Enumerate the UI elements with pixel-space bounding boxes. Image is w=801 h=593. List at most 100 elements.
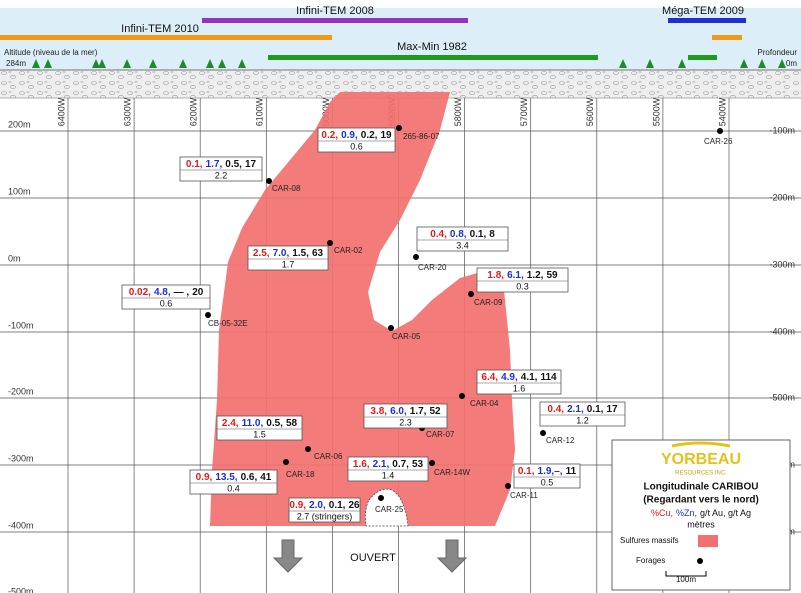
assay-value: 63 bbox=[312, 248, 324, 259]
legend-subtitle: (Regardant vers le nord) bbox=[643, 495, 759, 506]
easting-label: 5800W bbox=[453, 97, 463, 126]
assay-values: 1.8, 6.1, 1.2, 59 bbox=[487, 270, 558, 281]
tree bbox=[740, 59, 748, 68]
scale-label: 100m bbox=[676, 575, 696, 584]
stringer-zone bbox=[365, 488, 409, 527]
drillhole-name: CAR-08 bbox=[272, 184, 301, 193]
drillhole-name: CAR-18 bbox=[286, 470, 315, 479]
assay-value: 20 bbox=[192, 287, 204, 298]
survey-bar bbox=[202, 18, 468, 23]
tree bbox=[179, 59, 187, 68]
drillhole bbox=[283, 459, 289, 465]
assay-values: 0.1, 1.9,–, 11 bbox=[518, 466, 577, 477]
assay-thickness: 0.4 bbox=[227, 483, 240, 493]
altitude-value: 284m bbox=[6, 59, 26, 68]
depth-label: -300m bbox=[769, 259, 795, 269]
assay-value: 0.9, bbox=[196, 472, 213, 483]
legend-title: Longitudinale CARIBOU bbox=[644, 482, 759, 493]
drillhole bbox=[205, 312, 211, 318]
easting-label: 5700W bbox=[519, 97, 529, 126]
assay-thickness: 1.4 bbox=[382, 470, 395, 480]
drillhole bbox=[266, 178, 272, 184]
assay-value: 6.0, bbox=[390, 406, 407, 417]
survey-label: Max-Min 1982 bbox=[397, 41, 467, 53]
header: Infini-TEM 2008 Infini-TEM 2010 Méga-TEM 2… bbox=[0, 5, 797, 68]
assay-value: 0.1, bbox=[470, 229, 487, 240]
assay-thickness: 2.2 bbox=[215, 170, 228, 180]
assay-thickness: 1.2 bbox=[576, 415, 589, 425]
drillhole bbox=[378, 495, 384, 501]
logo-sub: RESOURCES INC. bbox=[675, 471, 727, 477]
drillhole-name: CAR-25 bbox=[375, 505, 404, 514]
legend-unit: g/t Au, g/t Ag bbox=[700, 508, 751, 518]
assay-thickness: 3.4 bbox=[456, 240, 469, 250]
assay-value: 58 bbox=[286, 418, 298, 429]
assay-value: 0.1, bbox=[186, 159, 203, 170]
legend-unit: %Cu, bbox=[651, 508, 673, 518]
assay-value: 17 bbox=[245, 159, 257, 170]
tree bbox=[92, 59, 100, 68]
assay-values: 0.02, 4.8, — , 20 bbox=[129, 287, 204, 298]
open-label: OUVERT bbox=[350, 552, 396, 564]
assay-value: 13.5, bbox=[215, 472, 237, 483]
assay-value: 41 bbox=[260, 472, 272, 483]
assay-value: 2.0, bbox=[309, 500, 326, 511]
tree bbox=[646, 59, 654, 68]
assay-value: 52 bbox=[429, 406, 441, 417]
survey-bar bbox=[268, 55, 598, 60]
assay-value: 11.0, bbox=[242, 418, 264, 429]
assay-box bbox=[363, 403, 448, 429]
assay-value: 1.8, bbox=[487, 270, 504, 281]
assay-value: 11 bbox=[566, 466, 577, 477]
assay-thickness: 1.7 bbox=[282, 259, 295, 269]
assay-value: 2.1, bbox=[373, 459, 390, 470]
elevation-label: 0m bbox=[8, 253, 21, 263]
tree bbox=[149, 59, 157, 68]
assay-value: 0.9, bbox=[341, 130, 358, 141]
assay-thickness: 2.7 (stringers) bbox=[297, 511, 353, 521]
assay-box bbox=[513, 463, 581, 489]
assay-value: 4.8, bbox=[154, 287, 171, 298]
logo: YORBEAU bbox=[661, 451, 741, 468]
assay-box bbox=[416, 226, 509, 252]
scale-bar bbox=[665, 571, 707, 577]
easting-label: 5600W bbox=[585, 97, 595, 126]
assay-values: 0.4, 2.1, 0.1, 17 bbox=[547, 404, 618, 415]
altitude-label: Altitude (niveau de la mer) bbox=[4, 48, 98, 57]
arrow-open bbox=[272, 539, 304, 573]
drillhole bbox=[396, 125, 402, 131]
easting-label: 6100W bbox=[255, 97, 265, 126]
assay-value: 1.5, bbox=[292, 248, 309, 259]
drillhole-name: CAR-14W bbox=[434, 468, 470, 477]
easting-label: 5400W bbox=[717, 97, 727, 126]
assay-value: 3.8, bbox=[370, 406, 387, 417]
assay-box bbox=[347, 456, 429, 482]
assay-value: 53 bbox=[412, 459, 424, 470]
legend-drillhole-dot bbox=[697, 558, 703, 564]
legend-drillholes: Forages bbox=[636, 556, 665, 565]
easting-label: 6400W bbox=[56, 97, 66, 126]
elevation-label: -200m bbox=[8, 386, 34, 396]
legend: YORBEAU RESOURCES INC. Longitudinale CAR… bbox=[611, 439, 791, 591]
survey-bar bbox=[0, 35, 332, 40]
assay-box bbox=[539, 401, 626, 427]
assay-value: 0.5, bbox=[225, 159, 242, 170]
assay-value: 2.4, bbox=[222, 418, 239, 429]
arrow-open bbox=[436, 539, 468, 573]
assay-value: 2.5, bbox=[253, 248, 270, 259]
tree bbox=[98, 59, 106, 68]
drillhole bbox=[413, 254, 419, 260]
drillhole bbox=[468, 291, 474, 297]
assay-value: 0.4, bbox=[547, 404, 564, 415]
tree bbox=[778, 59, 786, 68]
assay-box bbox=[179, 156, 263, 182]
drillhole-name: CAR-20 bbox=[418, 263, 447, 272]
assay-values: 2.4, 11.0, 0.5, 58 bbox=[222, 418, 298, 429]
survey-label: Infini-TEM 2010 bbox=[121, 23, 199, 35]
assay-value: 17 bbox=[606, 404, 618, 415]
assay-box bbox=[288, 497, 361, 523]
legend-units-2: mètres bbox=[687, 519, 715, 529]
